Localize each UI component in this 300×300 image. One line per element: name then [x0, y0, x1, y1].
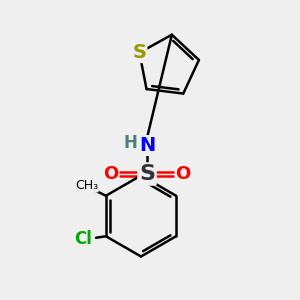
Text: Cl: Cl — [74, 230, 92, 248]
Text: S: S — [139, 164, 155, 184]
Text: O: O — [103, 165, 118, 183]
Text: O: O — [176, 165, 190, 183]
Text: H: H — [124, 134, 137, 152]
Text: S: S — [133, 43, 146, 62]
Text: CH₃: CH₃ — [75, 179, 98, 192]
Text: N: N — [139, 136, 155, 155]
